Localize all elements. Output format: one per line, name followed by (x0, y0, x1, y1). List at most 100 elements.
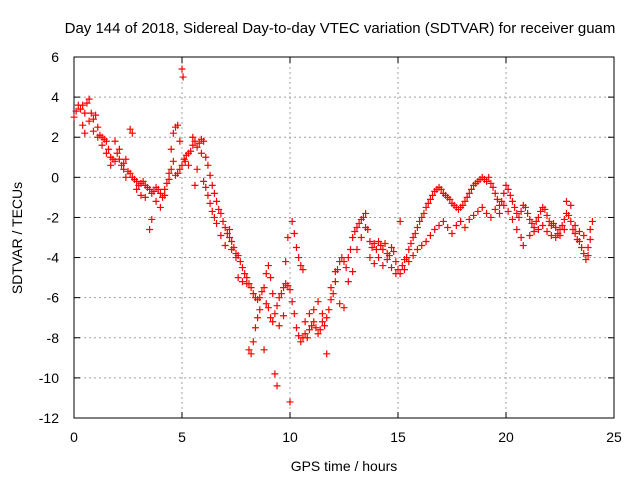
data-point (169, 157, 177, 165)
data-point (269, 318, 277, 326)
data-point (267, 274, 275, 282)
data-point (325, 306, 333, 314)
data-point (232, 254, 240, 262)
data-point (204, 191, 212, 199)
data-point (256, 294, 264, 302)
data-point (396, 217, 404, 225)
data-point (349, 268, 357, 276)
data-point (532, 217, 540, 225)
data-point (161, 185, 169, 193)
data-point (260, 346, 268, 354)
data-point (280, 312, 288, 320)
data-point (470, 211, 478, 219)
data-point (264, 304, 272, 312)
data-point (580, 231, 588, 239)
data-point (139, 177, 147, 185)
data-point (292, 324, 300, 332)
data-point (179, 73, 187, 81)
data-point (498, 197, 506, 205)
data-point (290, 229, 298, 237)
data-point (575, 227, 583, 235)
data-point (271, 370, 279, 378)
data-point (515, 213, 523, 221)
data-point (314, 330, 322, 338)
data-point (500, 189, 508, 197)
data-point (191, 181, 199, 189)
y-tick-label: 6 (51, 49, 59, 65)
data-point (238, 264, 246, 272)
data-point (388, 264, 396, 272)
grid-lines (74, 57, 614, 418)
data-point (403, 254, 411, 262)
data-point (331, 268, 339, 276)
data-point (534, 225, 542, 233)
data-point (385, 252, 393, 260)
data-point (113, 149, 121, 157)
data-point (429, 191, 437, 199)
data-point (221, 223, 229, 231)
data-point (148, 215, 156, 223)
data-point (379, 246, 387, 254)
data-point (286, 286, 294, 294)
data-point (314, 298, 322, 306)
x-tick-label: 10 (282, 429, 298, 445)
data-point (567, 217, 575, 225)
data-point (126, 125, 134, 133)
data-point (547, 231, 555, 239)
data-point (437, 185, 445, 193)
y-tick-label: -2 (47, 209, 60, 225)
data-point (115, 145, 123, 153)
data-point (366, 238, 374, 246)
data-point (204, 161, 212, 169)
data-point (128, 129, 136, 137)
y-tick-label: 0 (51, 169, 59, 185)
data-point (305, 310, 313, 318)
data-point (519, 242, 527, 250)
data-point (588, 217, 596, 225)
data-point (154, 185, 162, 193)
data-point (405, 246, 413, 254)
data-point (215, 205, 223, 213)
x-tick-label: 5 (178, 429, 186, 445)
data-point (197, 149, 205, 157)
data-point (370, 240, 378, 248)
data-point (390, 248, 398, 256)
data-point (584, 244, 592, 252)
data-point (370, 260, 378, 268)
data-point (565, 211, 573, 219)
data-point (221, 242, 229, 250)
data-point (217, 209, 225, 217)
data-point (344, 278, 352, 286)
data-point (422, 238, 430, 246)
data-point (351, 227, 359, 235)
data-point (543, 211, 551, 219)
data-point (502, 181, 510, 189)
data-point (92, 111, 100, 119)
data-point (377, 242, 385, 250)
x-tick-label: 20 (498, 429, 514, 445)
data-point (372, 246, 380, 254)
data-point (413, 223, 421, 231)
y-tick-label: 4 (51, 89, 59, 105)
data-point (181, 157, 189, 165)
data-point (282, 258, 290, 266)
data-point (400, 266, 408, 274)
data-point (500, 201, 508, 209)
data-point (284, 234, 292, 241)
data-point (258, 288, 266, 296)
data-point (517, 207, 525, 215)
data-point (76, 105, 84, 113)
data-point (213, 219, 221, 227)
data-point (72, 107, 80, 115)
data-point (392, 270, 400, 278)
data-point (379, 262, 387, 270)
data-point (191, 137, 199, 145)
data-point (176, 165, 184, 173)
data-point (575, 238, 583, 246)
data-point (249, 338, 257, 346)
data-point (137, 191, 145, 199)
y-axis-label: SDTVAR / TECUs (9, 182, 25, 294)
data-point (349, 234, 357, 241)
